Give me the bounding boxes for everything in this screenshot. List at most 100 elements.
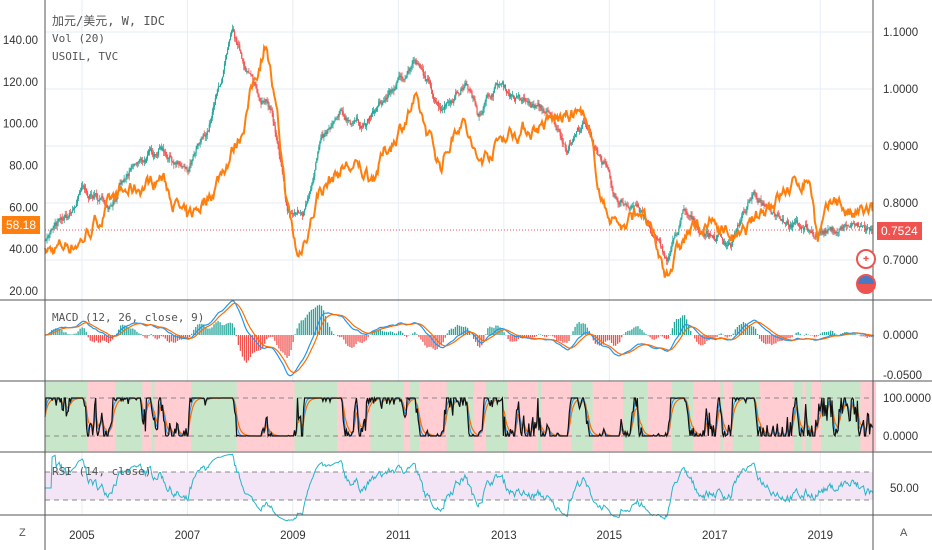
candle-body — [147, 151, 150, 155]
candle-body — [688, 215, 690, 217]
candle — [79, 187, 82, 196]
candle-body — [570, 142, 572, 144]
candle-body — [713, 235, 715, 240]
candle — [842, 224, 844, 232]
us-flag-icon[interactable] — [856, 274, 876, 294]
stoch-bg-bear — [802, 382, 807, 451]
candle-body — [560, 135, 562, 138]
macd-hist-bar — [493, 327, 495, 335]
macd-legend[interactable]: MACD (12, 26, close, 9) — [52, 311, 205, 324]
candle-body — [639, 211, 641, 213]
candle — [142, 159, 144, 163]
candle-body — [572, 137, 575, 143]
candle-body — [248, 71, 250, 74]
stoch-bg-bear — [105, 382, 110, 451]
rsi-line — [45, 453, 873, 522]
candle — [196, 143, 198, 150]
candle-body — [427, 78, 429, 82]
candle — [669, 250, 671, 261]
macd-hist-bar — [201, 323, 203, 335]
candle — [144, 158, 147, 165]
candle-body — [265, 99, 267, 102]
candle-body — [383, 100, 385, 102]
candle — [479, 110, 481, 117]
auto-scale-button[interactable]: A — [900, 527, 908, 539]
macd-hist-bar — [298, 323, 300, 335]
candle — [292, 212, 295, 217]
candle-body — [377, 106, 379, 109]
macd-hist-bar — [556, 335, 558, 341]
candle-body — [656, 238, 659, 240]
candle — [198, 142, 200, 146]
stoch-bg-bear — [285, 382, 289, 451]
candle-body — [193, 154, 195, 157]
candle — [468, 88, 470, 92]
candle-body — [851, 223, 853, 225]
macd-hist-bar — [617, 335, 619, 344]
candle — [86, 190, 89, 199]
candle — [740, 217, 742, 226]
candle — [579, 127, 582, 134]
candle-body — [375, 110, 377, 112]
macd-hist-bar — [487, 328, 489, 335]
candle-body — [110, 205, 112, 207]
legend-symbol[interactable]: 加元/美元, W, IDC — [52, 14, 166, 28]
rsi-axis-tick: 50.00 — [890, 483, 919, 495]
candle-body — [481, 113, 483, 115]
candle-body — [82, 185, 85, 187]
stoch-bg-bull — [629, 382, 633, 451]
candle-body — [411, 63, 413, 66]
stoch-bg-bull — [215, 382, 219, 451]
candle-body — [707, 233, 709, 238]
candle — [307, 195, 309, 204]
log-scale-button[interactable]: Z — [19, 527, 26, 539]
candle — [379, 98, 381, 106]
candle — [806, 220, 808, 231]
candle — [156, 151, 159, 159]
candle-body — [712, 235, 714, 238]
candle — [53, 222, 55, 230]
candle-body — [749, 199, 751, 203]
macd-hist-bar — [262, 335, 264, 349]
macd-hist-bar — [665, 335, 667, 340]
candle-body — [727, 242, 730, 246]
macd-hist-bar — [253, 335, 256, 353]
candle-body — [334, 118, 336, 122]
candle — [435, 97, 438, 105]
candle — [796, 217, 799, 226]
legend-compare[interactable]: USOIL, TVC — [52, 50, 119, 63]
candle-body — [57, 221, 59, 223]
candle — [141, 156, 143, 166]
candle-body — [297, 210, 300, 213]
stoch-bg-bull — [327, 382, 332, 451]
candle — [839, 226, 841, 230]
candle-body — [764, 205, 766, 207]
macd-hist-bar — [383, 331, 386, 335]
candle — [705, 226, 707, 239]
candle-body — [844, 224, 846, 226]
candle — [566, 150, 568, 156]
candle-body — [109, 206, 111, 207]
stoch-bg-bull — [470, 382, 475, 451]
macd-hist-bar — [647, 335, 649, 336]
legend-volume[interactable]: Vol (20) — [52, 32, 105, 45]
canada-flag-icon[interactable]: ✚ — [856, 249, 876, 269]
candle-body — [812, 230, 814, 235]
candle-body — [46, 237, 48, 241]
macd-hist-bar — [416, 334, 418, 335]
candle-body — [137, 162, 139, 163]
macd-hist-bar — [379, 328, 381, 335]
macd-hist-bar — [203, 324, 205, 335]
macd-hist-bar — [813, 335, 816, 337]
stoch-bg-bear — [175, 382, 180, 451]
candle-body — [824, 230, 826, 233]
candle — [103, 197, 105, 204]
candle — [754, 189, 756, 198]
candle — [513, 95, 516, 103]
macd-hist-bar — [59, 328, 61, 335]
rsi-legend[interactable]: RSI (14, close) — [52, 465, 152, 478]
macd-hist-bar — [452, 328, 455, 335]
stoch-bg-bear — [346, 382, 350, 451]
candle — [523, 94, 525, 104]
